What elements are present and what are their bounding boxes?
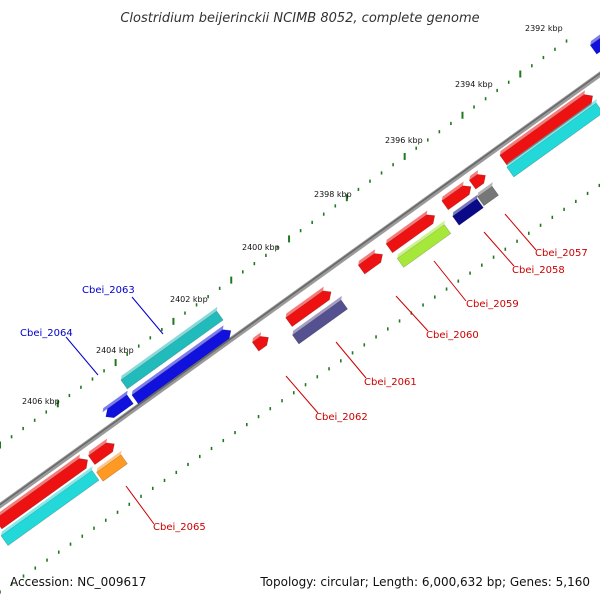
gene-feature-cbei-2059-cds[interactable] — [395, 220, 453, 268]
gene-feature[interactable] — [0, 453, 91, 530]
genome-backbone — [0, 71, 600, 509]
label-connector — [125, 485, 155, 525]
gene-feature-cbei-2061[interactable] — [284, 285, 334, 328]
gene-label-cbei-2062[interactable]: Cbei_2062 — [315, 412, 368, 423]
scale-label: 2398 kbp — [314, 190, 352, 199]
gene-feature-cbei-2058[interactable] — [440, 180, 474, 211]
gene-feature-cbei-2061-cds[interactable] — [291, 295, 350, 345]
gene-label-cbei-2064[interactable]: Cbei_2064 — [20, 328, 73, 339]
label-connector — [483, 231, 515, 267]
label-connector — [285, 375, 319, 414]
gene-feature-cbei-2063-cds[interactable] — [119, 306, 225, 390]
gene-feature[interactable] — [468, 168, 489, 190]
gene-feature-cbei-2065[interactable] — [95, 450, 130, 482]
gene-feature-cbei-2057[interactable] — [498, 89, 596, 166]
accession-text: Accession: NC_009617 — [10, 575, 146, 589]
gene-label-cbei-2063[interactable]: Cbei_2063 — [82, 285, 135, 296]
gene-label-cbei-2065[interactable]: Cbei_2065 — [153, 522, 206, 533]
gene-feature[interactable] — [87, 437, 118, 466]
scale-label: 2406 kbp — [22, 397, 60, 406]
label-connector — [335, 341, 367, 379]
gene-feature[interactable] — [589, 31, 600, 55]
gene-feature[interactable] — [476, 182, 501, 207]
gene-feature[interactable] — [505, 98, 600, 178]
scale-label: 2392 kbp — [525, 24, 563, 33]
scale-label: 2394 kbp — [455, 80, 493, 89]
gene-label-cbei-2059[interactable]: Cbei_2059 — [466, 299, 519, 310]
label-connector — [65, 336, 99, 376]
gene-label-cbei-2057[interactable]: Cbei_2057 — [535, 248, 588, 259]
gene-feature-cbei-2063[interactable] — [130, 324, 234, 405]
scale-label: 2400 kbp — [242, 243, 280, 252]
label-connector — [131, 296, 164, 335]
label-connector — [395, 295, 429, 332]
gene-feature-cbei-2062[interactable] — [251, 330, 272, 352]
label-connector — [433, 260, 467, 302]
scale-labels: 2392 kbp 2394 kbp 2396 kbp 2398 kbp 2400… — [22, 24, 563, 406]
gene-feature-cbei-2058-cds[interactable] — [451, 194, 486, 226]
gene-feature-cbei-2059[interactable] — [384, 209, 438, 254]
gene-label-cbei-2060[interactable]: Cbei_2060 — [426, 330, 479, 341]
gene-label-cbei-2058[interactable]: Cbei_2058 — [512, 265, 565, 276]
map-title: Clostridium beijerinckii NCIMB 8052, com… — [120, 11, 479, 26]
genome-summary-text: Topology: circular; Length: 6,000,632 bp… — [259, 575, 590, 589]
scale-label: 2404 kbp — [96, 346, 134, 355]
label-connector — [504, 213, 537, 251]
gene-features — [0, 31, 600, 546]
label-connectors — [65, 213, 537, 525]
scale-label: 2402 kbp — [170, 295, 208, 304]
gene-label-cbei-2061[interactable]: Cbei_2061 — [364, 377, 417, 388]
gene-feature[interactable] — [0, 466, 101, 546]
gene-feature-cbei-2064[interactable] — [101, 390, 136, 422]
gene-labels: Cbei_2057 Cbei_2058 Cbei_2059 Cbei_2060 … — [20, 248, 588, 533]
gene-feature-cbei-2060[interactable] — [356, 248, 385, 275]
scale-label: 2396 kbp — [385, 136, 423, 145]
